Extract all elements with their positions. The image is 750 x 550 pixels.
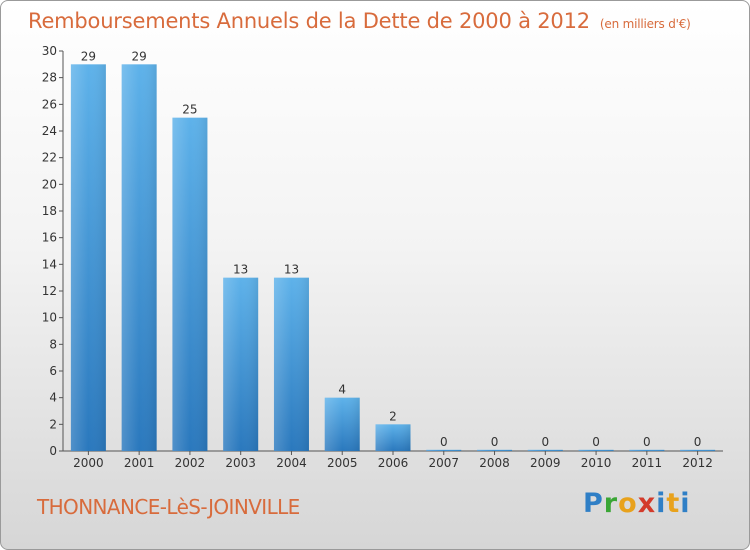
- value-label-2003: 13: [233, 263, 248, 277]
- bar-shade-2001: [121, 64, 157, 452]
- proxiti-logo: Proxiti: [583, 488, 691, 519]
- commune-name: THONNANCE-LèS-JOINVILLE: [37, 495, 300, 519]
- value-label-2004: 13: [284, 263, 299, 277]
- y-tick-label: 22: [42, 151, 57, 165]
- x-tick-label-2004: 2004: [276, 456, 307, 470]
- chart-title: Remboursements Annuels de la Dette de 20…: [28, 9, 691, 33]
- y-tick-label: 0: [49, 444, 57, 458]
- y-tick-label: 28: [42, 71, 57, 85]
- bar-shade-2010: [578, 449, 614, 451]
- value-label-2005: 4: [338, 383, 346, 397]
- x-tick-label-2007: 2007: [428, 456, 459, 470]
- x-tick-label-2012: 2012: [682, 456, 713, 470]
- value-label-2010: 0: [592, 435, 600, 449]
- y-tick-label: 4: [49, 391, 57, 405]
- y-tick-label: 8: [49, 337, 57, 351]
- bar-shade-2008: [477, 449, 513, 451]
- value-label-2002: 25: [182, 103, 197, 117]
- x-tick-label-2002: 2002: [175, 456, 206, 470]
- y-tick-label: 6: [49, 364, 57, 378]
- x-tick-label-2011: 2011: [632, 456, 663, 470]
- x-tick-label-2008: 2008: [479, 456, 510, 470]
- bar-shade-2009: [527, 449, 563, 451]
- x-tick-label-2006: 2006: [378, 456, 409, 470]
- y-tick-label: 10: [42, 311, 57, 325]
- value-label-2012: 0: [694, 435, 702, 449]
- y-tick-label: 12: [42, 284, 57, 298]
- bar-shade-2000: [70, 64, 106, 452]
- bar-shade-2012: [680, 449, 716, 451]
- value-label-2007: 0: [440, 435, 448, 449]
- y-tick-label: 30: [42, 44, 57, 58]
- bar-shade-2007: [426, 449, 462, 451]
- bar-shade-2004: [273, 277, 309, 451]
- bar-shade-2006: [375, 424, 411, 451]
- y-tick-label: 24: [42, 124, 57, 138]
- x-tick-label-2010: 2010: [581, 456, 612, 470]
- value-label-2001: 29: [132, 49, 147, 63]
- value-label-2008: 0: [491, 435, 499, 449]
- y-tick-label: 2: [49, 417, 57, 431]
- value-label-2011: 0: [643, 435, 651, 449]
- x-tick-label-2001: 2001: [124, 456, 155, 470]
- x-tick-label-2000: 2000: [73, 456, 104, 470]
- value-label-2006: 2: [389, 409, 397, 423]
- bar-shade-2011: [629, 449, 665, 451]
- y-tick-label: 20: [42, 177, 57, 191]
- y-tick-label: 14: [42, 257, 57, 271]
- bar-shade-2005: [324, 397, 360, 451]
- x-tick-label-2005: 2005: [327, 456, 358, 470]
- y-tick-label: 16: [42, 231, 57, 245]
- unit-label: (en milliers d'€): [599, 17, 691, 31]
- bar-shade-2002: [172, 117, 208, 452]
- y-tick-label: 26: [42, 97, 57, 111]
- value-label-2000: 29: [81, 49, 96, 63]
- bar-shade-2003: [223, 277, 259, 451]
- x-tick-label-2009: 2009: [530, 456, 561, 470]
- bars: 29 29 25 13 13 4 2 0 0 0 0 0 0: [70, 49, 716, 452]
- y-tick-label: 18: [42, 204, 57, 218]
- value-label-2009: 0: [541, 435, 549, 449]
- x-tick-label-2003: 2003: [225, 456, 256, 470]
